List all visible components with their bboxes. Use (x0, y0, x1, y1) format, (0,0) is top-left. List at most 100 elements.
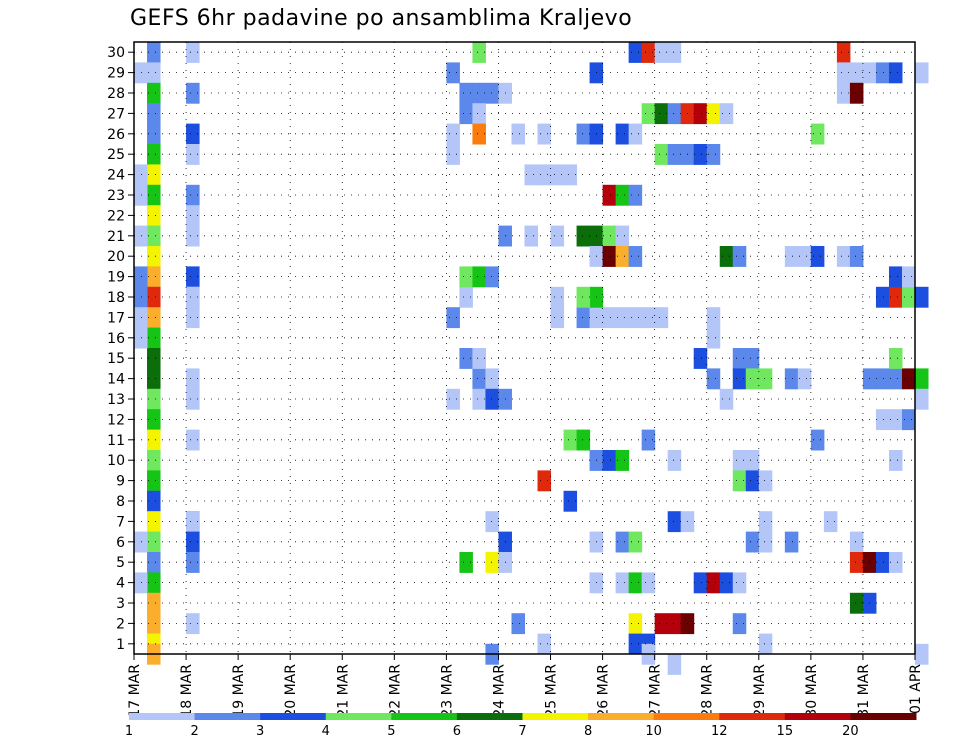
heatmap-cell (888, 450, 903, 471)
heatmap-cell (472, 368, 486, 390)
heatmap-cell (758, 531, 773, 553)
heatmap-cell (784, 531, 799, 553)
colorbar-swatch (588, 713, 655, 720)
heatmap-cell (706, 144, 721, 165)
y-tick-label: 14 (107, 372, 125, 388)
heatmap-cell (836, 246, 851, 267)
heatmap-cell (745, 450, 760, 471)
colorbar-swatch (260, 713, 327, 720)
heatmap-cell (888, 266, 903, 288)
heatmap-cell (875, 368, 890, 390)
heatmap-cell (628, 42, 643, 63)
heatmap-cell (915, 643, 929, 665)
heatmap-cell (472, 103, 486, 125)
x-tick-label: 28 MAR (700, 664, 716, 718)
heatmap-cell (576, 286, 591, 308)
y-tick-label: 27 (107, 106, 125, 122)
heatmap-cell (134, 307, 148, 329)
heatmap-cell (186, 531, 200, 553)
y-tick-label: 23 (107, 188, 125, 204)
heatmap-cell (915, 368, 929, 390)
heatmap-cell (719, 572, 734, 594)
heatmap-cell (901, 368, 916, 390)
heatmap-cell (147, 552, 161, 573)
heatmap-cell (537, 633, 552, 655)
heatmap-cell (472, 123, 486, 145)
x-tick-label: 24 MAR (491, 664, 507, 718)
colorbar-label: 4 (322, 724, 330, 739)
heatmap-cell (134, 572, 148, 594)
heatmap-cell (186, 82, 200, 104)
heatmap-cell (719, 103, 734, 125)
heatmap-cell (915, 62, 929, 84)
y-tick-label: 6 (116, 535, 125, 551)
colorbar-label: 1 (125, 724, 133, 739)
y-tick-label: 13 (107, 392, 125, 408)
heatmap-cell (915, 286, 929, 308)
heatmap-cell (615, 307, 630, 329)
heatmap-cell (745, 368, 760, 390)
heatmap-cell (550, 286, 565, 308)
heatmap-cell (459, 552, 473, 573)
y-tick-label: 28 (107, 86, 125, 102)
heatmap-cell (732, 348, 747, 369)
heatmap-cell (485, 82, 499, 104)
heatmap-cell (147, 348, 161, 369)
heatmap-cell (186, 388, 200, 410)
heatmap-cell (875, 552, 890, 573)
heatmap-cell (563, 490, 578, 512)
x-tick-label: 01 APR (908, 664, 924, 714)
heatmap-cell (641, 429, 656, 451)
heatmap-cell (576, 429, 591, 451)
heatmap-cell (836, 82, 851, 104)
x-tick-label: 29 MAR (752, 664, 768, 718)
y-tick-label: 22 (107, 208, 125, 224)
x-tick-label: 30 MAR (804, 664, 820, 718)
heatmap-cell (147, 286, 161, 308)
heatmap-cell (823, 511, 838, 533)
heatmap-cell (888, 552, 903, 573)
heatmap-cell (875, 286, 890, 308)
heatmap-cell (147, 246, 161, 267)
x-tick-label: 25 MAR (544, 664, 560, 718)
heatmap-cell (147, 307, 161, 329)
heatmap-cell (134, 62, 148, 84)
heatmap-cell (186, 42, 200, 63)
heatmap-cell (849, 531, 864, 553)
y-tick-label: 15 (107, 351, 125, 367)
heatmap-cell (134, 225, 148, 247)
heatmap-cell (602, 246, 617, 267)
heatmap-cell (810, 246, 825, 267)
heatmap-cell (563, 164, 578, 186)
y-tick-label: 24 (107, 168, 125, 184)
heatmap-cell (719, 246, 734, 267)
heatmap-cell (147, 613, 161, 635)
heatmap-cell (654, 42, 669, 63)
heatmap-cell (147, 592, 161, 614)
x-tick-label: 17 MAR (127, 664, 143, 718)
y-tick-label: 10 (107, 453, 125, 469)
heatmap-cell (719, 388, 734, 410)
heatmap-cell (758, 633, 773, 655)
heatmap-cell (602, 184, 617, 206)
heatmap-cell (615, 225, 630, 247)
x-tick-layer: 17 MAR 18 MAR 19 MAR 20 MAR 21 MAR 22 MAR 23 M… (127, 654, 924, 718)
heatmap-cell (186, 368, 200, 390)
heatmap-cell (758, 470, 773, 492)
y-tick-label: 18 (107, 290, 125, 306)
y-tick-label: 19 (107, 270, 125, 286)
heatmap-cell (628, 613, 643, 635)
y-tick-label: 30 (107, 45, 125, 61)
heatmap-cell (134, 266, 148, 288)
heatmap-cell (758, 368, 773, 390)
colorbar-swatch (325, 713, 392, 720)
heatmap-cell (732, 470, 747, 492)
colorbar-label: 3 (256, 724, 264, 739)
heatmap-cell (537, 164, 552, 186)
heatmap-cell (147, 531, 161, 553)
heatmap-cell (472, 266, 486, 288)
y-tick-label: 7 (116, 514, 125, 530)
y-tick-label: 11 (107, 433, 125, 449)
